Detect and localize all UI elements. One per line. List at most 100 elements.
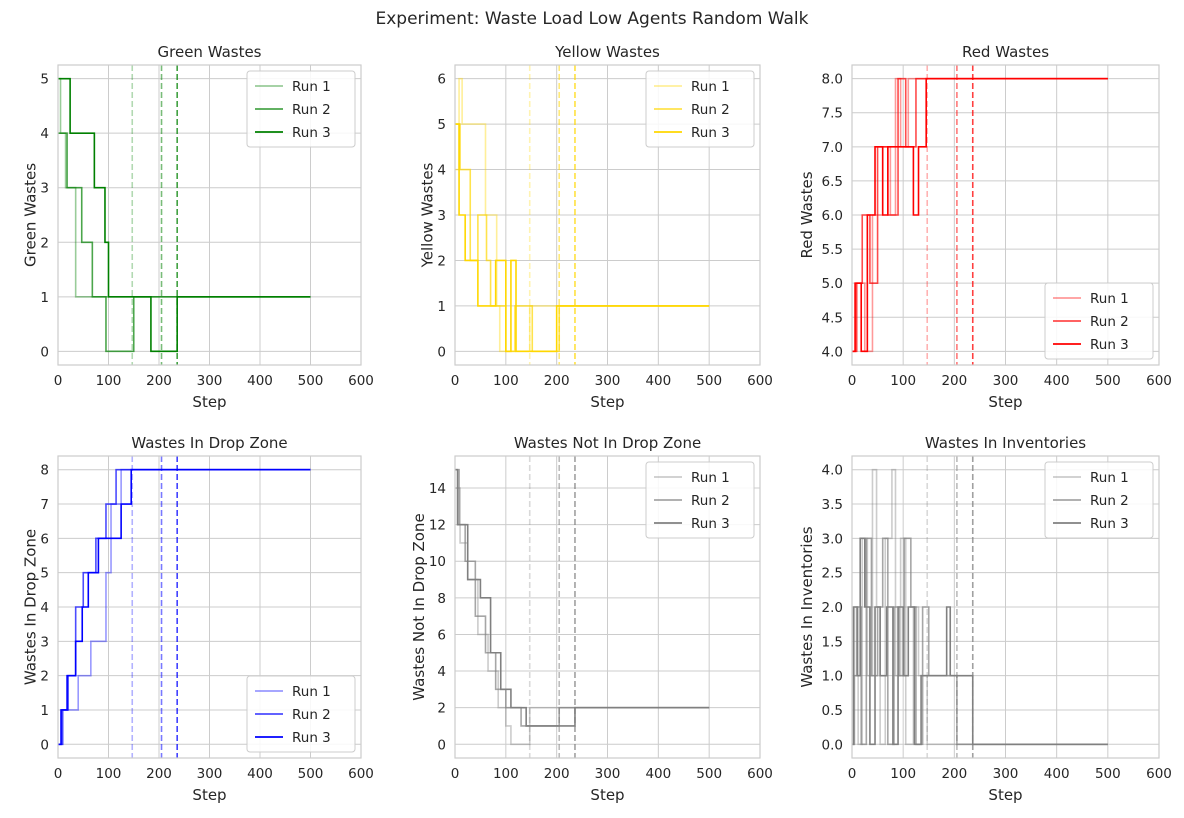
plot-frame (57, 455, 362, 759)
y-axis-label: Red Wastes (798, 171, 816, 258)
plot-frame (851, 455, 1160, 759)
y-tick-label: 4.0 (822, 463, 843, 479)
y-tick-label: 5 (40, 72, 49, 88)
y-tick-label: 5.0 (822, 276, 843, 292)
y-tick-label: 4 (40, 600, 49, 616)
x-tick-label: 100 (96, 766, 122, 782)
x-axis-label: Step (988, 786, 1022, 804)
y-axis-label: Wastes In Inventories (798, 526, 816, 687)
x-tick-label: 500 (696, 373, 722, 389)
legend-entry-label: Run 1 (292, 79, 331, 95)
series-line-run-2 (58, 132, 311, 353)
x-axis-label: Step (590, 393, 624, 411)
legend-entry-label: Run 1 (691, 79, 730, 95)
y-tick-label: 1 (437, 299, 446, 315)
y-tick-label: 0 (437, 737, 446, 753)
series-line-run-2 (455, 123, 710, 353)
subplot-title: Wastes In Drop Zone (131, 434, 287, 452)
subplot-3: 0 100 200 300 400 500 600 4.0 4.5 5.0 5.5 6.0 6.5 7.0… (798, 43, 1172, 411)
y-tick-label: 4 (40, 126, 49, 142)
y-tick-label: 5 (437, 117, 446, 133)
x-tick-label: 600 (1146, 766, 1172, 782)
x-axis-label: Step (192, 786, 226, 804)
x-tick-label: 600 (348, 373, 374, 389)
legend-entry-label: Run 3 (292, 730, 331, 746)
y-tick-label: 2.0 (822, 600, 843, 616)
x-tick-label: 0 (451, 766, 460, 782)
series-line-run-3 (58, 77, 311, 353)
subplot-4: 0 100 200 300 400 500 600 0 1 2 3 4 5 6 7 8 Wastes In Dr… (21, 434, 373, 804)
subplot-1: 0 100 200 300 400 500 600 0 1 2 3 4 5 Green Wastes Ste… (21, 43, 373, 411)
y-tick-label: 4.0 (822, 344, 843, 360)
x-tick-label: 300 (595, 373, 621, 389)
x-tick-label: 0 (848, 373, 857, 389)
x-tick-label: 0 (848, 766, 857, 782)
x-tick-label: 600 (1146, 373, 1172, 389)
legend-entry-label: Run 3 (691, 125, 730, 141)
x-tick-label: 300 (595, 766, 621, 782)
y-tick-label: 12 (429, 518, 446, 534)
x-tick-label: 600 (348, 766, 374, 782)
y-tick-label: 0 (40, 737, 49, 753)
y-tick-label: 10 (429, 554, 446, 570)
y-tick-label: 7.0 (822, 140, 843, 156)
y-tick-label: 3 (40, 634, 49, 650)
plot-frame (454, 455, 761, 759)
legend-frame (246, 675, 356, 753)
y-tick-label: 0.0 (822, 737, 843, 753)
y-tick-label: 0 (437, 344, 446, 360)
subplot-6: 0 100 200 300 400 500 600 0.0 0.5 1.0 1.5 2.0 2.5 3.0… (798, 434, 1172, 804)
x-tick-label: 300 (993, 766, 1019, 782)
x-tick-label: 400 (247, 373, 273, 389)
y-tick-label: 8.0 (822, 72, 843, 88)
y-tick-label: 7 (40, 497, 49, 513)
y-tick-label: 3 (437, 208, 446, 224)
series-line-run-3 (455, 123, 710, 353)
y-axis-label: Wastes In Drop Zone (21, 529, 39, 685)
subplot-2: 0 100 200 300 400 500 600 0 1 2 3 4 5 6 Yellow Wastes S… (418, 43, 772, 411)
y-axis-label: Wastes Not In Drop Zone (410, 513, 428, 700)
legend-entry-label: Run 1 (292, 684, 331, 700)
x-tick-label: 500 (696, 766, 722, 782)
plot-frame (454, 64, 761, 366)
y-tick-label: 3 (40, 181, 49, 197)
series-line-run-3 (58, 468, 311, 746)
y-tick-label: 1 (40, 703, 49, 719)
y-tick-label: 4 (437, 163, 446, 179)
y-tick-label: 14 (429, 481, 446, 497)
y-axis-label: Yellow Wastes (418, 162, 436, 268)
legend-frame (246, 70, 356, 148)
legend-entry-label: Run 2 (292, 102, 331, 118)
plot-frame (851, 64, 1160, 366)
x-tick-label: 300 (197, 766, 223, 782)
legend-entry-label: Run 3 (292, 125, 331, 141)
y-tick-label: 1.5 (822, 634, 843, 650)
series-line-run-3 (852, 537, 1108, 746)
legend-frame (1044, 282, 1154, 360)
y-tick-label: 4.5 (822, 310, 843, 326)
y-tick-label: 8 (40, 463, 49, 479)
y-tick-label: 5.5 (822, 242, 843, 258)
x-tick-label: 200 (146, 766, 172, 782)
y-tick-label: 4 (437, 664, 446, 680)
subplot-title: Green Wastes (158, 43, 262, 61)
legend-entry-label: Run 2 (1090, 493, 1129, 509)
legend-frame (1044, 461, 1154, 539)
legend-entry-label: Run 2 (292, 707, 331, 723)
x-tick-label: 400 (247, 766, 273, 782)
x-tick-label: 300 (197, 373, 223, 389)
x-axis-label: Step (590, 786, 624, 804)
y-tick-label: 5 (40, 566, 49, 582)
x-tick-label: 100 (890, 373, 916, 389)
x-tick-label: 200 (941, 766, 967, 782)
legend: Run 1 Run 2 Run 3 (246, 70, 356, 148)
x-tick-label: 600 (747, 766, 773, 782)
subplot-title: Yellow Wastes (554, 43, 660, 61)
y-tick-label: 3.5 (822, 497, 843, 513)
x-tick-label: 500 (1095, 373, 1121, 389)
subplot-title: Wastes In Inventories (925, 434, 1086, 452)
